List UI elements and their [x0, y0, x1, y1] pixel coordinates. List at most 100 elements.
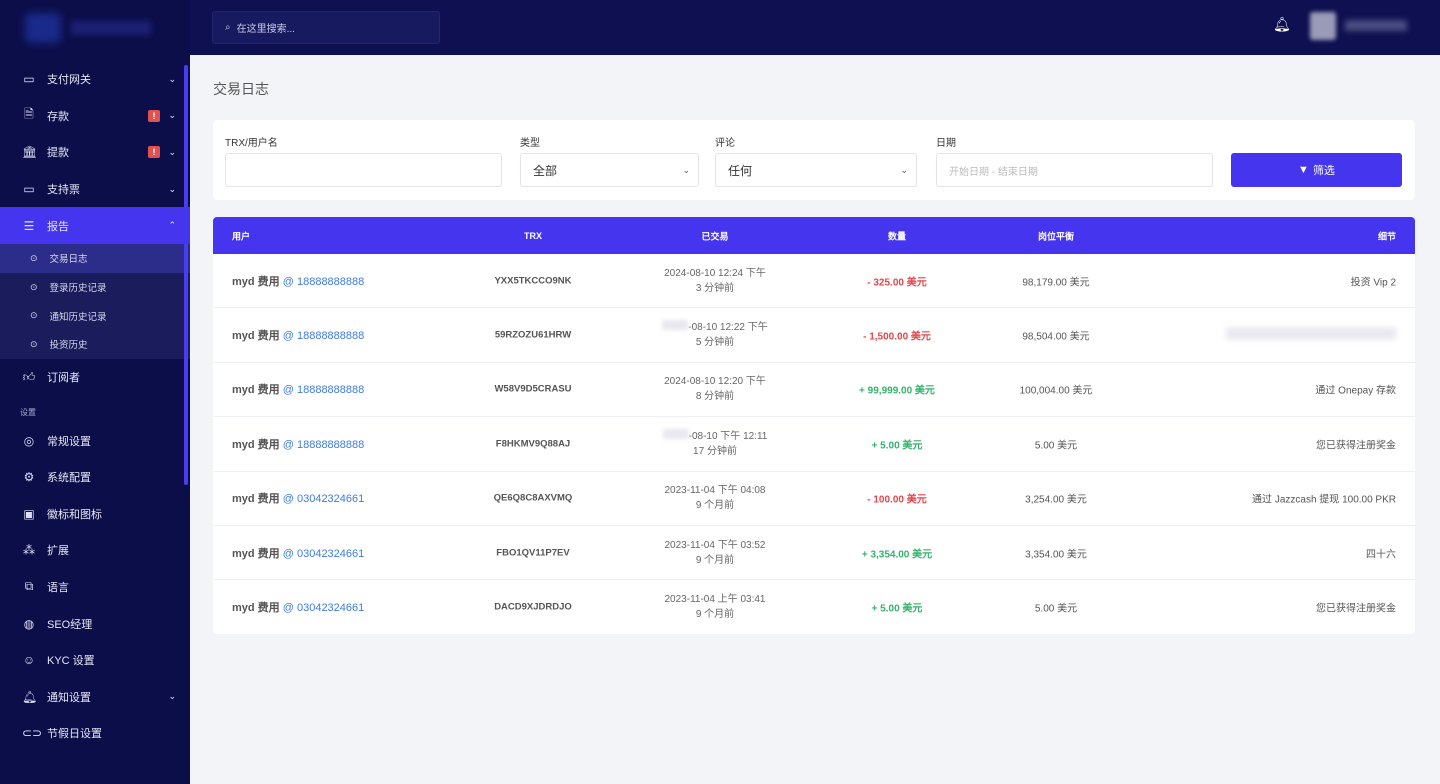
table-row[interactable]: myd 费用 @ 18888888888 YXX5TKCCO9NK 2024-0… — [213, 254, 1415, 309]
table-row[interactable]: myd 费用 @ 18888888888 W58V9D5CRASU 2024-0… — [213, 363, 1415, 418]
sidebar-item-2[interactable]: 🏛︎ 提款! ⌄ — [0, 134, 190, 171]
bank-icon: 🏛︎ — [22, 145, 38, 160]
bell-icon[interactable]: 🔔︎ — [1273, 16, 1291, 32]
amount-cell: + 99,999.00 美元 — [859, 385, 935, 397]
ticket-icon: ▭ — [23, 182, 35, 197]
trx-label: TRX/用户名 — [225, 138, 278, 149]
table-row[interactable]: myd 费用 @ 03042324661 FBO1QV11P7EV 2023-1… — [213, 526, 1415, 581]
sidebar-item-label: 节假日设置 — [47, 728, 102, 741]
sidebar-scrollbar[interactable] — [184, 65, 188, 485]
sidebar-item-3[interactable]: ▭ 支持票 ⌄ — [0, 171, 190, 208]
user-link[interactable]: @ 03042324661 — [282, 602, 365, 615]
chevron-down-icon: ⌄ — [168, 73, 176, 84]
detail-cell: 您已获得注册奖金 — [1316, 440, 1396, 452]
user-cell: myd 费用 @ 03042324661 — [232, 490, 462, 506]
filter-button-label: 筛选 — [1312, 165, 1335, 177]
sidebar-item-4[interactable]: ☰ 报告 ⌃ — [0, 207, 190, 244]
transacted-cell: 2023-11-04 上午 03:41 9 个月前 — [625, 592, 805, 622]
transacted-date: -08-10 下午 12:11 — [688, 430, 768, 442]
table-row[interactable]: myd 费用 @ 03042324661 DACD9XJDRDJO 2023-1… — [213, 580, 1415, 634]
transacted-ago: 5 分钟前 — [695, 337, 735, 349]
header-transacted: 已交易 — [701, 231, 729, 241]
header-trx: TRX — [524, 230, 542, 241]
user-cell: myd 费用 @ 03042324661 — [232, 545, 462, 561]
alert-badge: ! — [148, 109, 160, 122]
gear-icon: ⚙︎ — [23, 470, 35, 485]
user-link[interactable]: @ 18888888888 — [282, 438, 365, 451]
user-cell: myd 费用 @ 18888888888 — [232, 436, 462, 452]
avatar[interactable] — [1310, 12, 1336, 40]
section-settings: 设置 — [20, 408, 36, 418]
user-cell: myd 费用 @ 18888888888 — [232, 273, 462, 289]
sidebar: ▭ 支付网关 ⌄ 🗎︎ 存款! ⌄ 🏛︎ 提款! ⌄ ▭ 支持票 ⌄ ☰ 报告 ⌃ ⊙ 交易日志 ⊙ 登录历史记录 ⊙… — [0, 0, 190, 784]
transacted-date: 2023-11-04 下午 04:08 — [664, 485, 766, 497]
trx-cell: DACD9XJDRDJO — [494, 601, 572, 613]
user-cell: myd 费用 @ 18888888888 — [232, 381, 462, 397]
type-select[interactable]: 全部 ⌄ — [520, 153, 699, 187]
detail-cell: 投资 Vip 2 — [1350, 277, 1396, 289]
remark-value: 任何 — [728, 163, 753, 178]
sidebar-item-label: 存款 — [47, 110, 69, 123]
sidebar-settings-item-3[interactable]: ⁂ 扩展 — [0, 532, 190, 569]
circle-dot-icon: ⊙ — [30, 281, 38, 292]
filter-button[interactable]: ▼ 筛选 — [1231, 153, 1402, 187]
blurred-year — [662, 428, 689, 439]
table-row[interactable]: myd 费用 @ 18888888888 59RZOZU61HRW -08-10… — [213, 308, 1415, 363]
sidebar-settings-item-2[interactable]: ▣ 徽标和图标 — [0, 496, 190, 533]
transacted-ago: 9 个月前 — [695, 554, 735, 566]
sidebar-settings-item-5[interactable]: ◍ SEO经理 — [0, 605, 190, 642]
table-row[interactable]: myd 费用 @ 18888888888 F8HKMV9Q88AJ -08-10… — [213, 417, 1415, 472]
header-amount: 数量 — [887, 231, 906, 241]
sidebar-item-subscribers[interactable]: 👍︎ 订阅者 — [0, 359, 190, 396]
search-input[interactable]: ⌕ 在这里搜索... — [212, 11, 440, 44]
transactions-table: 用户 TRX 已交易 数量 岗位平衡 细节 myd 费用 @ 188888888… — [213, 217, 1415, 634]
bell-icon: 🔔︎ — [22, 689, 38, 704]
amount-cell: + 3,354.00 美元 — [861, 549, 933, 561]
logo[interactable] — [0, 0, 190, 55]
sidebar-settings-item-8[interactable]: ⊂⊃ 节假日设置 — [0, 715, 190, 752]
submenu-item-0[interactable]: ⊙ 交易日志 — [0, 243, 190, 273]
transacted-cell: 2023-11-04 下午 03:52 9 个月前 — [625, 538, 805, 568]
user-link[interactable]: @ 03042324661 — [282, 493, 365, 506]
circle-dot-icon: ⊙ — [30, 310, 38, 321]
chevron-down-icon: ⌄ — [682, 164, 690, 175]
sidebar-settings-item-4[interactable]: ⧉ 语言 — [0, 569, 190, 606]
user-link[interactable]: @ 18888888888 — [282, 330, 365, 343]
detail-cell — [1116, 327, 1396, 343]
user-name: myd 费用 — [232, 330, 280, 343]
trx-input[interactable] — [225, 153, 502, 187]
alert-badge: ! — [148, 146, 160, 159]
date-range-input[interactable]: 开始日期 - 结束日期 — [936, 153, 1213, 187]
sidebar-item-label: 通知设置 — [47, 691, 91, 704]
user-name-blurred[interactable] — [1345, 20, 1407, 31]
detail-cell: 四十六 — [1366, 549, 1396, 561]
report-submenu: ⊙ 交易日志 ⊙ 登录历史记录 ⊙ 通知历史记录 ⊙ 投资历史 — [0, 243, 190, 359]
submenu-item-3[interactable]: ⊙ 投资历史 — [0, 330, 190, 359]
table-row[interactable]: myd 费用 @ 03042324661 QE6Q8C8AXVMQ 2023-1… — [213, 472, 1415, 526]
sidebar-settings-item-6[interactable]: ☺ KYC 设置 — [0, 642, 190, 679]
sidebar-item-1[interactable]: 🗎︎ 存款! ⌄ — [0, 98, 190, 135]
submenu-item-2[interactable]: ⊙ 通知历史记录 — [0, 301, 190, 330]
user-link[interactable]: @ 18888888888 — [282, 275, 365, 288]
trx-cell: F8HKMV9Q88AJ — [495, 438, 571, 450]
amount-cell: - 325.00 美元 — [867, 277, 927, 289]
search-placeholder: 在这里搜索... — [236, 24, 295, 35]
user-name: myd 费用 — [232, 493, 280, 506]
detail-cell: 通过 Onepay 存款 — [1315, 385, 1396, 397]
sidebar-item-label: 系统配置 — [47, 472, 91, 485]
user-link[interactable]: @ 18888888888 — [282, 384, 365, 397]
sidebar-settings-item-1[interactable]: ⚙︎ 系统配置 — [0, 459, 190, 496]
transacted-date: 2024-08-10 12:20 下午 — [664, 376, 766, 388]
remark-select[interactable]: 任何 ⌄ — [715, 153, 917, 187]
sidebar-settings-item-0[interactable]: ◎ 常规设置 — [0, 422, 190, 459]
post-balance-cell: 98,179.00 美元 — [1022, 277, 1090, 289]
sidebar-settings-item-7[interactable]: 🔔︎ 通知设置 ⌄ — [0, 678, 190, 715]
submenu-item-label: 通知历史记录 — [49, 311, 107, 323]
submenu-item-1[interactable]: ⊙ 登录历史记录 — [0, 273, 190, 302]
sidebar-item-0[interactable]: ▭ 支付网关 ⌄ — [0, 61, 190, 98]
post-balance-cell: 98,504.00 美元 — [1022, 331, 1090, 343]
transacted-ago: 17 分钟前 — [693, 445, 737, 457]
chevron-down-icon: ⌄ — [168, 146, 176, 157]
amount-cell: - 1,500.00 美元 — [863, 331, 931, 343]
user-link[interactable]: @ 03042324661 — [282, 547, 365, 560]
